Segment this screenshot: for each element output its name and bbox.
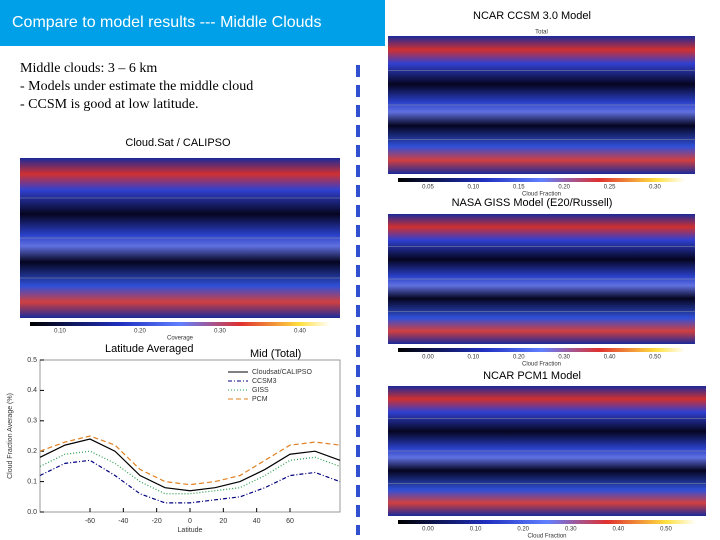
title-box	[0, 0, 385, 46]
y-axis-label: Cloud Fraction Average (%)	[7, 393, 14, 479]
colorbar-tick: 0.50	[649, 355, 661, 361]
series-line	[39, 438, 341, 492]
slide-title: Compare to model results --- Middle Clou…	[12, 14, 321, 31]
colorbar-tick: 0.40	[604, 355, 616, 361]
x-tick-label: 20	[219, 518, 227, 525]
colorbar-tick: 0.25	[604, 185, 616, 191]
chart-subtitle: Mid (Total)	[250, 348, 301, 360]
colorbar-tick: 0.30	[565, 527, 577, 533]
colorbar	[398, 178, 685, 182]
y-tick-label: 0.1	[27, 478, 37, 485]
y-tick-label: 0.0	[27, 509, 37, 516]
x-tick-label: -40	[118, 518, 128, 525]
y-tick-label: 0.4	[27, 387, 37, 394]
x-axis-label: Latitude	[178, 527, 203, 534]
x-tick-label: 0	[188, 518, 192, 525]
series-line	[39, 435, 341, 486]
y-tick-label: 0.5	[27, 357, 37, 364]
colorbar-label: Cloud Fraction	[522, 192, 561, 198]
note: - CCSM is good at low latitude.	[20, 97, 199, 112]
colorbar-tick: 0.10	[470, 527, 482, 533]
colorbar-tick: 0.15	[513, 185, 525, 191]
colorbar-tick: 0.00	[422, 355, 434, 361]
colorbar-label: Cloud Fraction	[522, 362, 561, 368]
panel-title: NASA GISS Model (E20/Russell)	[452, 197, 613, 209]
colorbar-tick: 0.20	[558, 185, 570, 191]
legend-label: CCSM3	[252, 378, 277, 385]
plot-frame	[39, 359, 341, 513]
note: - Models under estimate the middle cloud	[20, 79, 253, 94]
colorbar-tick: 0.40	[294, 329, 306, 335]
colorbar-tick: 0.00	[422, 527, 434, 533]
panel-title: Cloud.Sat / CALIPSO	[125, 137, 231, 149]
y-tick-label: 0.2	[27, 448, 37, 455]
colorbar-tick: 0.20	[517, 527, 529, 533]
legend-label: GISS	[252, 387, 269, 394]
y-tick-label: 0.3	[27, 418, 37, 425]
legend-label: Cloudsat/CALIPSO	[252, 369, 312, 376]
series-line	[39, 459, 341, 504]
colorbar-label: Coverage	[167, 336, 194, 342]
map-label: Total	[535, 30, 548, 36]
panel-title: NCAR CCSM 3.0 Model	[473, 10, 591, 22]
colorbar-tick: 0.10	[468, 355, 480, 361]
colorbar-tick: 0.30	[649, 185, 661, 191]
note: Middle clouds: 3 – 6 km	[20, 61, 157, 76]
x-tick-label: 60	[286, 518, 294, 525]
x-tick-label: -20	[152, 518, 162, 525]
colorbar-tick: 0.30	[214, 329, 226, 335]
colorbar-tick: 0.10	[54, 329, 66, 335]
colorbar	[30, 322, 330, 326]
colorbar	[398, 348, 685, 352]
panel-title: NCAR PCM1 Model	[483, 370, 581, 382]
colorbar-tick: 0.50	[660, 527, 672, 533]
colorbar-tick: 0.10	[468, 185, 480, 191]
colorbar-tick: 0.05	[422, 185, 434, 191]
colorbar-tick: 0.40	[613, 527, 625, 533]
legend-label: PCM	[252, 396, 268, 403]
colorbar-tick: 0.20	[134, 329, 146, 335]
colorbar-tick: 0.30	[558, 355, 570, 361]
colorbar	[398, 520, 696, 524]
chart-title: Latitude Averaged	[105, 343, 193, 355]
colorbar-label: Cloud Fraction	[527, 534, 566, 540]
colorbar-tick: 0.20	[513, 355, 525, 361]
x-tick-label: 40	[253, 518, 261, 525]
x-tick-label: -60	[85, 518, 95, 525]
